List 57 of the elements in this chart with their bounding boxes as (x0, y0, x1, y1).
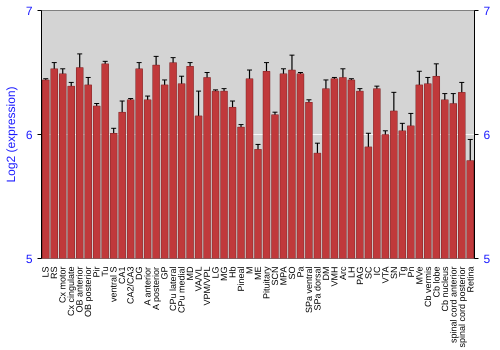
x-tick-label: VA/VL (194, 266, 204, 292)
x-tick-label: SCN (270, 266, 280, 286)
x-tick-label: MG (219, 266, 230, 281)
x-tick-label: GP (160, 266, 170, 280)
y-tick-label: 5 (26, 252, 33, 266)
x-tick-label: CPu medial (176, 266, 187, 314)
x-tick-label: spinal cord anterior (448, 266, 458, 344)
x-tick-label: SO (286, 266, 297, 280)
x-tick-label: OB posterior (83, 266, 94, 318)
x-tick-label: VTA (380, 266, 390, 284)
x-tick-label: M (244, 266, 255, 274)
x-tick-label: Pineal (236, 266, 246, 292)
x-tick-label: A posterior (151, 266, 162, 310)
x-tick-label: SPa ventral (304, 266, 314, 314)
x-tick-label: LH (346, 266, 356, 278)
x-tick-label: Cb vermis (422, 266, 433, 308)
x-tick-label: VPM/VPL (202, 266, 212, 306)
x-tick-label: Hb (228, 266, 238, 278)
x-tick-label: SC (363, 266, 374, 279)
x-tick-label: CA2/CA3 (126, 266, 136, 304)
y2-tick-label: 6 (484, 128, 490, 142)
x-tick-label: spinal cord posterior (456, 266, 467, 348)
x-tick-label: Retina (465, 266, 476, 293)
x-tick-label: VMH (329, 266, 340, 286)
x-tick-label: Tu (100, 266, 110, 277)
x-tick-label: DM (320, 266, 331, 280)
y-tick-label: 6 (26, 128, 33, 142)
x-tick-label: Tg (397, 266, 408, 278)
x-tick-label: DG (134, 266, 144, 280)
x-tick-label: Arc (338, 266, 348, 280)
x-tick-label: PAG (354, 266, 365, 285)
x-tick-label: IC (372, 266, 382, 276)
x-tick-label: A anterior (142, 266, 153, 306)
x-tick-label: Cx cingulate (66, 266, 76, 316)
y2-tick-label: 7 (484, 4, 490, 18)
x-tick-label: LG (210, 266, 221, 279)
x-tick-label: CA1 (117, 266, 128, 284)
x-tick-label: ME (253, 266, 263, 280)
x-tick-label: Cb nucleus (440, 266, 450, 312)
x-tick-label: Cx motor (58, 266, 68, 304)
y-axis-title: Log2 (expression) (4, 86, 18, 183)
x-tick-label: OB anterior (74, 266, 85, 313)
x-tick-label: MPA (278, 266, 288, 286)
x-tick-label: ventral S (108, 266, 119, 302)
y-tick-label: 7 (26, 4, 33, 18)
x-tick-label: CPu lateral (168, 266, 178, 312)
x-tick-label: SPa dorsal (312, 266, 322, 311)
x-tick-label: RS (49, 266, 60, 279)
x-tick-label: Cb lobe (431, 266, 442, 298)
x-tick-label: MD (185, 266, 196, 280)
x-tick-label: SN (388, 266, 399, 279)
y2-tick-label: 5 (484, 252, 490, 266)
x-tick-label: LS (40, 266, 51, 278)
x-tick-label: Pituitary (261, 266, 272, 300)
x-tick-label: Pir (92, 266, 102, 278)
x-tick-label: Pa (295, 266, 306, 278)
x-tick-label: MVe (414, 266, 424, 285)
